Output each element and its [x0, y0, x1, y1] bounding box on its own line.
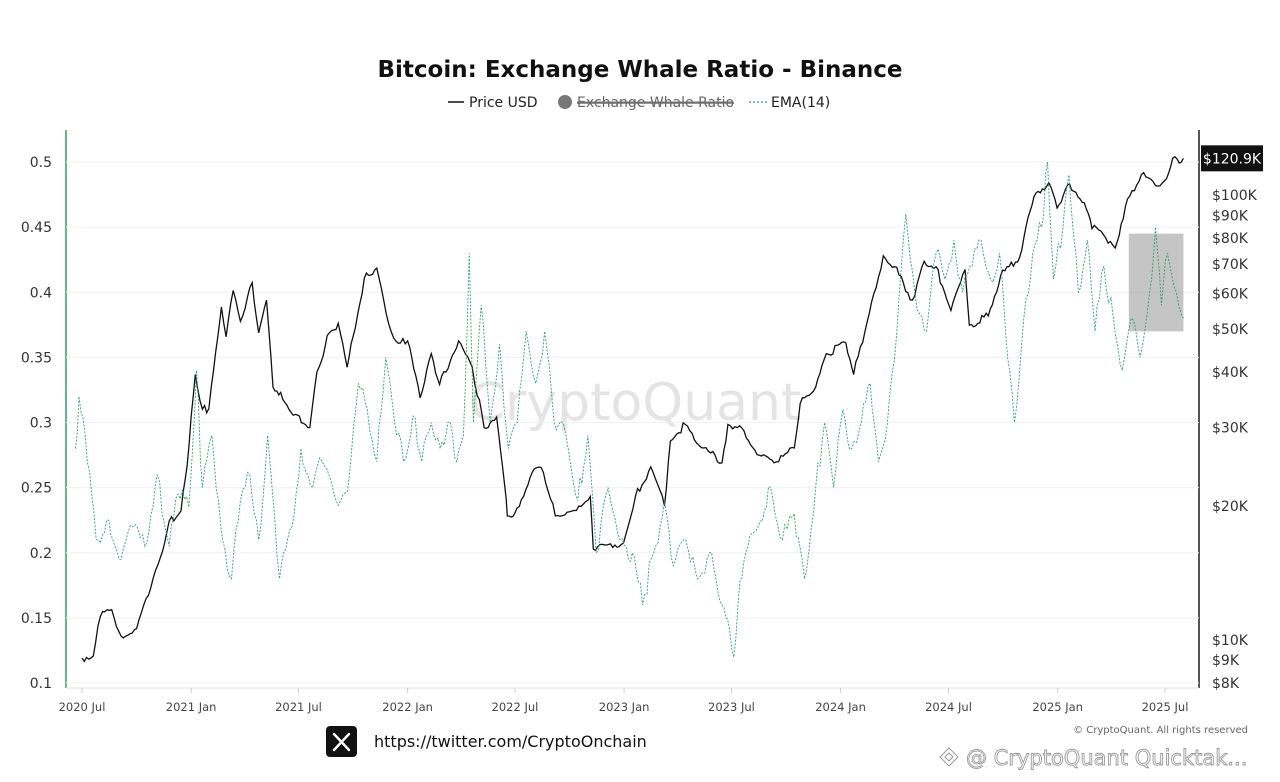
price-usd-line	[81, 155, 1184, 663]
footer-watermark: @ CryptoQuant Quicktak...	[939, 746, 1248, 770]
chart-legend: Price USD Exchange Whale Ratio EMA(14)	[448, 95, 830, 111]
left-tick-label: 0.2	[30, 546, 52, 562]
right-tick-label: $70K	[1212, 257, 1249, 273]
right-tick-label: $50K	[1212, 322, 1249, 338]
right-tick-label: $8K	[1212, 676, 1240, 692]
right-tick-label: $80K	[1212, 231, 1249, 247]
x-tick-label: 2022 Jan	[382, 700, 433, 714]
left-tick-label: 0.5	[30, 155, 52, 171]
x-tick-label: 2022 Jul	[492, 700, 539, 714]
right-tick-label: $40K	[1212, 365, 1249, 381]
x-tick-label: 2024 Jan	[815, 700, 866, 714]
highlight-rect	[1128, 233, 1184, 332]
chart-title: Bitcoin: Exchange Whale Ratio - Binance	[378, 57, 903, 83]
x-tick-label: 2023 Jan	[599, 700, 650, 714]
x-tick-label: 2025 Jul	[1142, 700, 1189, 714]
legend-marker-dot	[558, 95, 572, 109]
x-tick-label: 2020 Jul	[59, 700, 106, 714]
right-tick-label: $9K	[1212, 653, 1240, 669]
right-tick-label: $20K	[1212, 499, 1249, 515]
x-tick-label: 2021 Jul	[275, 700, 322, 714]
ema-14-line	[75, 161, 1184, 658]
legend-label-ema: EMA(14)	[771, 95, 830, 111]
right-tick-label: $30K	[1212, 421, 1249, 437]
left-tick-label: 0.4	[30, 285, 52, 301]
x-tick-label: 2025 Jan	[1032, 700, 1083, 714]
legend-label-price: Price USD	[469, 95, 538, 111]
left-axis-ticks: 0.5 0.45 0.4 0.35 0.3 0.25 0.2 0.15 0.1	[21, 155, 52, 692]
x-tick-label: 2024 Jul	[925, 700, 972, 714]
right-tick-label: $10K	[1212, 633, 1249, 649]
legend-item-ema[interactable]: EMA(14)	[749, 95, 830, 111]
left-tick-label: 0.25	[21, 481, 52, 497]
footer-watermark-text: @ CryptoQuant Quicktak...	[966, 746, 1247, 770]
legend-item-whale-ratio[interactable]: Exchange Whale Ratio	[558, 95, 734, 111]
current-price-badge: $120.9K	[1201, 145, 1263, 172]
x-tick-label: 2023 Jul	[708, 700, 755, 714]
x-logo-icon[interactable]	[326, 726, 357, 757]
x-tick-label: 2021 Jan	[166, 700, 217, 714]
footer: https://twitter.com/CryptoOnchain @ Cryp…	[326, 726, 1248, 770]
left-tick-label: 0.15	[21, 611, 52, 627]
legend-item-price[interactable]: Price USD	[448, 95, 538, 111]
right-axis-ticks: $100K $90K $80K $70K $60K $50K $40K $30K $20K $10…	[1212, 188, 1258, 692]
right-tick-label: $100K	[1212, 188, 1258, 204]
cryptoquant-logo-icon	[939, 747, 959, 767]
left-tick-label: 0.45	[21, 220, 52, 236]
highlight-box	[1128, 233, 1184, 332]
copyright-text: © CryptoQuant. All rights reserved	[1073, 725, 1248, 736]
left-tick-label: 0.35	[21, 350, 52, 366]
legend-label-whale-ratio: Exchange Whale Ratio	[577, 95, 734, 111]
footer-url-link[interactable]: https://twitter.com/CryptoOnchain	[374, 732, 647, 751]
right-tick-label: $60K	[1212, 287, 1249, 303]
gridlines	[66, 161, 1199, 684]
current-price-label: $120.9K	[1203, 151, 1262, 167]
chart-watermark: CryptoQuant	[469, 373, 802, 433]
x-axis-ticks: 2020 Jul 2021 Jan 2021 Jul 2022 Jan 2022 Jul…	[59, 688, 1189, 714]
left-tick-label: 0.3	[30, 416, 52, 432]
right-tick-label: $90K	[1212, 208, 1249, 224]
series-lines	[75, 155, 1184, 663]
left-tick-label: 0.1	[30, 676, 52, 692]
